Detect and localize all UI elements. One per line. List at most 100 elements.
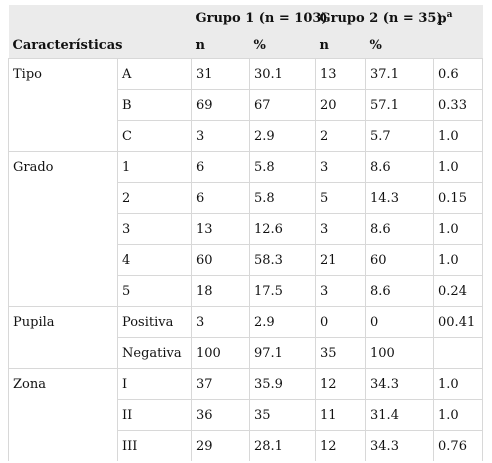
group1-n-cell: 36 bbox=[191, 399, 250, 431]
category-cell bbox=[8, 337, 118, 369]
group1-pct-cell: 97.1 bbox=[248, 337, 316, 369]
group2-n-cell: 0 bbox=[315, 306, 366, 338]
group2-n-cell: 12 bbox=[315, 430, 366, 461]
group2-pct-cell: 8.6 bbox=[365, 151, 434, 183]
group2-pct-cell: 8.6 bbox=[365, 213, 434, 245]
table-row: Zona I 37 35.9 12 34.3 1.0 bbox=[8, 368, 484, 400]
category-cell bbox=[8, 182, 118, 214]
p-value-cell: 1.0 bbox=[433, 151, 484, 183]
p-value-cell: 1.0 bbox=[433, 120, 484, 152]
p-value-cell: 0.15 bbox=[433, 182, 484, 214]
group2-pct-header: % bbox=[365, 32, 434, 59]
table-row: Grado 1 6 5.8 3 8.6 1.0 bbox=[8, 151, 484, 183]
p-value-cell: 1.0 bbox=[433, 213, 484, 245]
group2-n-cell: 12 bbox=[315, 368, 366, 400]
p-superscript: a bbox=[446, 10, 453, 21]
p-value-cell: 0.33 bbox=[433, 89, 484, 121]
group1-pct-cell: 67 bbox=[248, 89, 316, 121]
group2-n-cell: 20 bbox=[315, 89, 366, 121]
subcategory-cell: C bbox=[117, 120, 192, 152]
group1-pct-cell: 30.1 bbox=[248, 58, 316, 90]
group1-header: Grupo 1 (n = 103) bbox=[191, 5, 328, 32]
group2-n-cell: 21 bbox=[315, 244, 366, 276]
group1-n-cell: 37 bbox=[191, 368, 250, 400]
group1-pct-cell: 17.5 bbox=[248, 275, 316, 307]
subcategory-cell: Negativa bbox=[117, 337, 192, 369]
group2-pct-cell: 5.7 bbox=[365, 120, 434, 152]
group1-pct-header: % bbox=[249, 32, 316, 59]
table-row: Tipo A 31 30.1 13 37.1 0.6 bbox=[8, 58, 484, 90]
characteristics-header: Características bbox=[8, 32, 192, 59]
group2-pct-cell: 34.3 bbox=[365, 430, 434, 461]
table-row: Pupila Positiva 3 2.9 0 0 00.41 bbox=[8, 306, 484, 338]
p-value-cell: 00.41 bbox=[433, 306, 484, 338]
table-row: 5 18 17.5 3 8.6 0.24 bbox=[8, 275, 484, 307]
group1-n-cell: 13 bbox=[191, 213, 250, 245]
subcategory-cell: 1 bbox=[117, 151, 192, 183]
header-empty-cell bbox=[433, 32, 483, 59]
subcategory-cell: 5 bbox=[117, 275, 192, 307]
p-value-cell: 0.6 bbox=[433, 58, 484, 90]
group1-pct-cell: 58.3 bbox=[248, 244, 316, 276]
group1-n-cell: 69 bbox=[191, 89, 250, 121]
group1-n-cell: 100 bbox=[191, 337, 250, 369]
table-header: Grupo 1 (n = 103) Grupo 2 (n = 35) pa Ca… bbox=[8, 5, 483, 59]
subcategory-cell: A bbox=[117, 58, 192, 90]
p-value-cell: 1.0 bbox=[433, 399, 484, 431]
header-empty-cell bbox=[117, 5, 192, 32]
group1-n-cell: 6 bbox=[191, 151, 250, 183]
table-row: Negativa 100 97.1 35 100 bbox=[8, 337, 484, 369]
group1-pct-cell: 35.9 bbox=[248, 368, 316, 400]
group1-pct-cell: 12.6 bbox=[248, 213, 316, 245]
category-cell: Pupila bbox=[8, 306, 118, 338]
p-value-cell: 0.24 bbox=[433, 275, 484, 307]
category-cell: Grado bbox=[8, 151, 118, 183]
group2-pct-cell: 34.3 bbox=[365, 368, 434, 400]
group2-pct-cell: 14.3 bbox=[365, 182, 434, 214]
table-row: B 69 67 20 57.1 0.33 bbox=[8, 89, 484, 121]
group1-n-cell: 3 bbox=[191, 306, 250, 338]
group2-n-cell: 3 bbox=[315, 275, 366, 307]
category-cell bbox=[8, 430, 118, 461]
p-value-cell: 1.0 bbox=[433, 244, 484, 276]
group1-n-cell: 18 bbox=[191, 275, 250, 307]
subcategory-cell: 3 bbox=[117, 213, 192, 245]
p-value-header: pa bbox=[433, 5, 483, 32]
group1-pct-cell: 28.1 bbox=[248, 430, 316, 461]
table-row: 4 60 58.3 21 60 1.0 bbox=[8, 244, 484, 276]
group1-pct-cell: 2.9 bbox=[248, 306, 316, 338]
group2-n-cell: 13 bbox=[315, 58, 366, 90]
p-value-cell bbox=[433, 337, 484, 369]
group1-pct-cell: 5.8 bbox=[248, 151, 316, 183]
group1-pct-cell: 5.8 bbox=[248, 182, 316, 214]
header-empty-cell bbox=[8, 5, 118, 32]
category-cell: Zona bbox=[8, 368, 118, 400]
group1-n-cell: 31 bbox=[191, 58, 250, 90]
subcategory-cell: 2 bbox=[117, 182, 192, 214]
group1-n-cell: 60 bbox=[191, 244, 250, 276]
group2-n-cell: 2 bbox=[315, 120, 366, 152]
characteristics-table: Grupo 1 (n = 103) Grupo 2 (n = 35) pa Ca… bbox=[8, 5, 484, 461]
category-cell bbox=[8, 244, 118, 276]
group1-pct-cell: 2.9 bbox=[248, 120, 316, 152]
group2-n-header: n bbox=[315, 32, 366, 59]
subcategory-cell: B bbox=[117, 89, 192, 121]
group2-n-cell: 3 bbox=[315, 151, 366, 183]
table-row: III 29 28.1 12 34.3 0.76 bbox=[8, 430, 484, 461]
group2-header: Grupo 2 (n = 35) bbox=[315, 5, 443, 32]
category-cell bbox=[8, 275, 118, 307]
group1-n-cell: 3 bbox=[191, 120, 250, 152]
category-cell bbox=[8, 120, 118, 152]
p-value-cell: 1.0 bbox=[433, 368, 484, 400]
subcategory-cell: 4 bbox=[117, 244, 192, 276]
group2-n-cell: 3 bbox=[315, 213, 366, 245]
group2-pct-cell: 57.1 bbox=[365, 89, 434, 121]
category-cell: Tipo bbox=[8, 58, 118, 90]
table-row: II 36 35 11 31.4 1.0 bbox=[8, 399, 484, 431]
p-label: p bbox=[437, 11, 447, 27]
group1-n-cell: 6 bbox=[191, 182, 250, 214]
subcategory-cell: I bbox=[117, 368, 192, 400]
subcategory-cell: II bbox=[117, 399, 192, 431]
group1-n-header: n bbox=[191, 32, 250, 59]
group1-pct-cell: 35 bbox=[248, 399, 316, 431]
